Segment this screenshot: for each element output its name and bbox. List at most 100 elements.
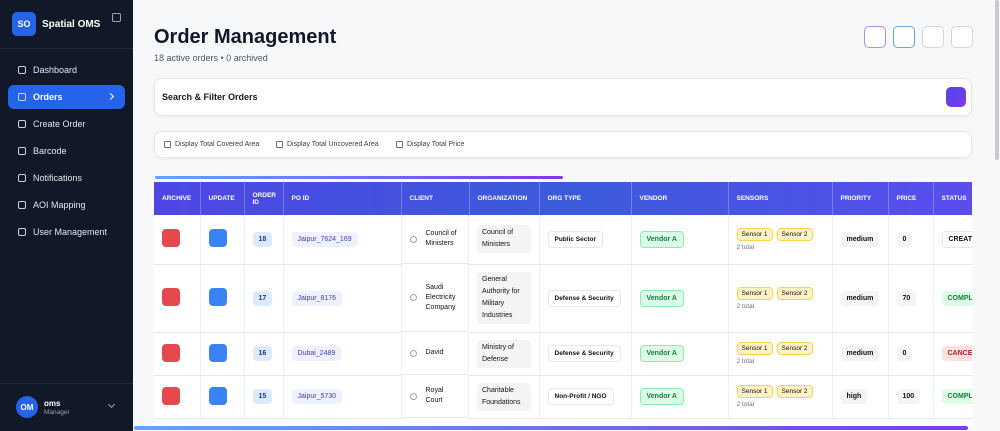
vendor-cell: Vendor A [631,215,729,265]
organization-cell: General Authority for Military Industrie… [469,264,540,333]
display-option[interactable]: Display Total Price [396,141,464,148]
column-header: SENSORS [728,182,833,215]
price: 0 [896,346,913,361]
sensors-total: 2 total [736,358,755,365]
sensors-cell: Sensor 1 Sensor 2 2 total [728,264,833,333]
order-id: 16 [252,346,273,361]
po-id-cell: Jaipur_8176 [283,264,402,333]
archive-button[interactable] [162,288,180,306]
nav-item[interactable]: User Management [8,220,125,244]
organization: Charitable Foundations [477,382,531,411]
archive-toggle[interactable] [864,26,886,48]
client-icon [409,294,417,301]
nav-item[interactable]: Notifications [8,166,125,190]
sensors-cell: Sensor 1 Sensor 2 2 total [728,375,833,419]
po-id: Jaipur_8176 [291,290,343,306]
collapse-button[interactable] [112,13,121,22]
option-label: Display Total Price [407,141,465,148]
table-row: 18 Jaipur_7624_169 Council of Ministers Cou… [154,215,972,265]
column-header: PRICE [888,182,934,215]
nav-label: Dashboard [33,65,78,75]
user-role: Manager [44,409,70,416]
org-type: Defense & Security [547,289,621,307]
update-cell [200,332,245,376]
nav-label: AOI Mapping [33,200,86,210]
price-cell: 70 [888,264,934,333]
price-cell: 0 [888,215,934,265]
vertical-scrollbar[interactable] [995,0,999,160]
archive-cell [154,375,201,419]
status-cell: CANCELLED [933,332,972,376]
nav-item[interactable]: Orders [8,85,125,109]
edit-button[interactable] [208,229,227,248]
column-header: UPDATE [200,182,245,215]
organization: General Authority for Military Industrie… [477,272,531,324]
update-cell [200,215,245,265]
edit-button[interactable] [208,343,227,362]
po-id: Dubai_2489 [291,346,342,361]
option-label: Display Total Uncovered Area [287,141,379,148]
column-header: CLIENT [401,182,470,215]
horizontal-scrollbar[interactable] [134,426,968,430]
priority-cell: medium [832,332,889,376]
priority-cell: medium [832,264,889,333]
po-id: Jaipur_5730 [291,389,343,404]
order-id-cell: 17 [244,264,284,333]
archive-button[interactable] [162,229,180,248]
client-name: David [425,349,444,356]
org-type: Defense & Security [547,345,621,362]
divider [0,383,133,384]
archive-button[interactable] [162,386,180,405]
page-subtitle: 18 active orders • 0 archived [154,53,268,63]
po-id-cell: Jaipur_5730 [283,375,402,419]
nav-item[interactable]: Create Order [8,112,125,136]
vendor-cell: Vendor A [631,264,729,333]
nav-item[interactable]: Barcode [8,139,125,163]
sensors-cell: Sensor 1 Sensor 2 2 total [728,332,833,376]
checkbox[interactable] [164,141,171,148]
refresh-button[interactable] [893,26,915,48]
price-cell: 0 [888,332,934,376]
status: COMPLETED [941,389,972,404]
archive-button[interactable] [162,343,180,362]
status: CANCELLED [941,346,972,361]
edit-button[interactable] [208,386,227,405]
column-header: PO ID [283,182,402,215]
user-menu[interactable] [107,400,116,409]
client-cell: David [401,332,469,375]
sensors-cell: Sensor 1 Sensor 2 2 total [728,215,833,265]
client-name: Saudi Electricity Company [425,283,456,311]
client-name: Royal Court [425,387,444,404]
checkbox[interactable] [276,141,283,148]
download-button[interactable] [951,26,973,48]
user-name: oms [44,399,61,408]
sensor: Sensor 1 [736,342,773,355]
filter-expand[interactable] [946,87,966,107]
report-button[interactable] [922,26,944,48]
table-row: 17 Jaipur_8176 Saudi Electricity Company Ge… [154,264,972,333]
app-name: Spatial OMS [42,19,101,30]
org-type-cell: Defense & Security [539,332,632,376]
edit-button[interactable] [208,288,227,306]
update-cell [200,264,245,333]
vendor: Vendor A [639,289,684,307]
update-cell [200,375,245,419]
priority-cell: high [832,375,889,419]
priority: medium [840,231,880,247]
vendor: Vendor A [639,345,684,362]
table-body: 18 Jaipur_7624_169 Council of Ministers Cou… [154,215,972,419]
nav-icon [18,66,26,74]
priority: medium [840,346,880,361]
archive-cell [154,332,201,376]
status-cell: COMPLETED [933,264,972,333]
checkbox[interactable] [396,141,403,148]
nav-item[interactable]: Dashboard [8,58,125,82]
order-id: 18 [252,231,273,247]
display-option[interactable]: Display Total Uncovered Area [276,141,379,148]
nav-item[interactable]: AOI Mapping [8,193,125,217]
sidebar: SO Spatial OMS Dashboard Orders Create Ord… [0,0,133,431]
display-option[interactable]: Display Total Covered Area [164,141,259,148]
organization: Council of Ministers [477,225,531,254]
priority: high [840,389,868,404]
chevron [106,92,115,101]
